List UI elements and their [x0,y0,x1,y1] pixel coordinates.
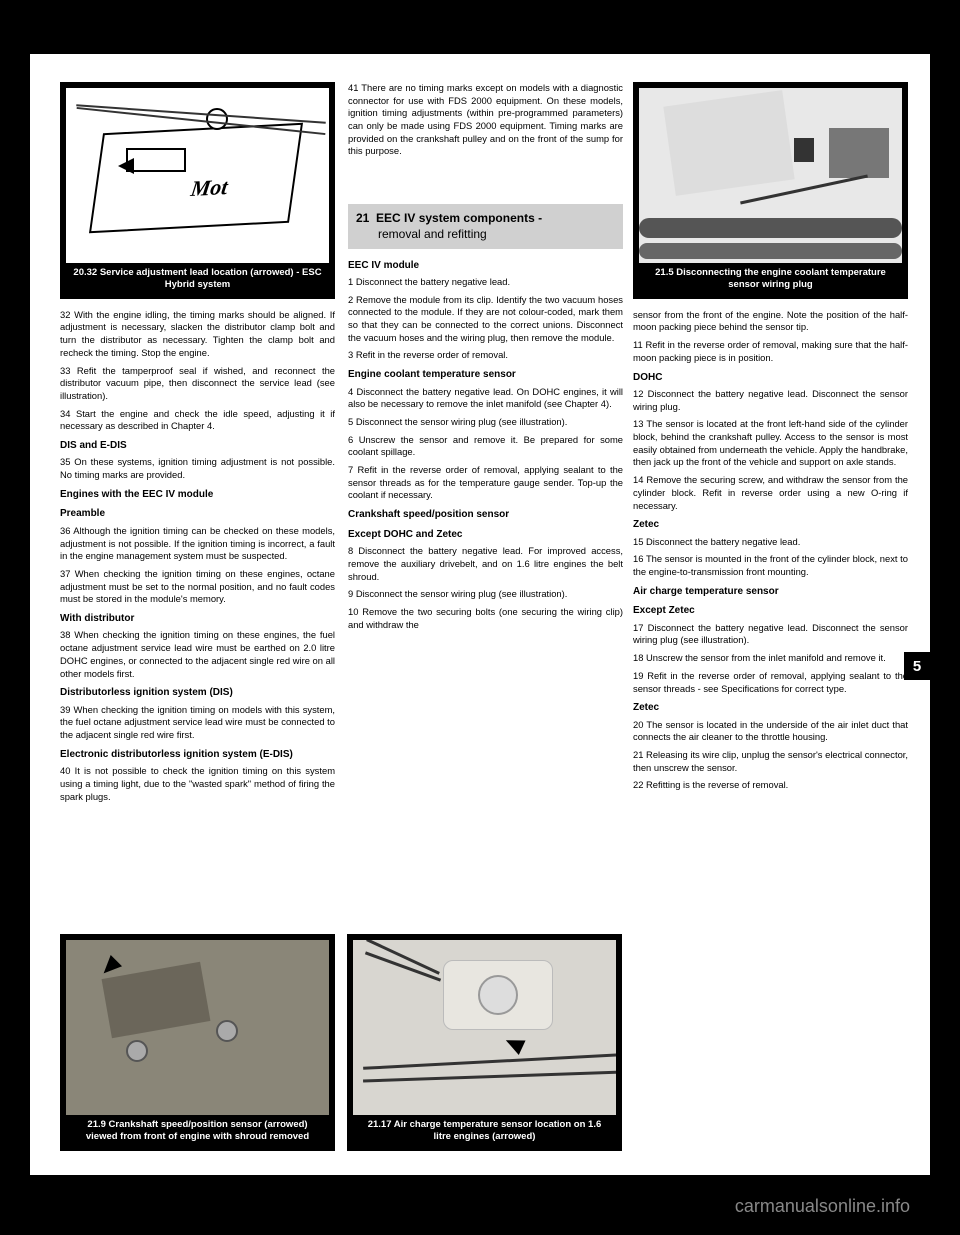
step-21-12: 12 Disconnect the battery negative lead.… [633,388,908,413]
subhead-except-dohc-zetec: Except DOHC and Zetec [348,528,623,542]
step-21-10b: sensor from the front of the engine. Not… [633,309,908,334]
column-1: Mot 20.32 Service adjustment lead locati… [60,82,335,808]
step-21-5: 5 Disconnect the sensor wiring plug (see… [348,416,623,429]
figure-21-9-image [66,940,329,1115]
step-21-13: 13 The sensor is located at the front le… [633,418,908,469]
subhead-dis: Distributorless ignition system (DIS) [60,686,335,700]
step-21-10: 10 Remove the two securing bolts (one se… [348,606,623,631]
subhead-zetec2: Zetec [633,701,908,715]
step-21-4: 4 Disconnect the battery negative lead. … [348,386,623,411]
step-20-33: 33 Refit the tamperproof seal if wished,… [60,365,335,403]
step-20-32: 32 With the engine idling, the timing ma… [60,309,335,360]
section-21-banner: 21 EEC IV system components - removal an… [348,204,623,248]
step-21-15: 15 Disconnect the battery negative lead. [633,536,908,549]
step-20-37: 37 When checking the ignition timing on … [60,568,335,606]
footer-watermark: carmanualsonline.info [735,1196,910,1217]
step-21-11: 11 Refit in the reverse order of removal… [633,339,908,364]
column-2: 41 There are no timing marks except on m… [348,82,623,636]
section-21-dash: - [535,211,542,225]
subhead-crank-sensor: Crankshaft speed/position sensor [348,508,623,522]
step-20-36: 36 Although the ignition timing can be c… [60,525,335,563]
subhead-coolant-sensor: Engine coolant temperature sensor [348,368,623,382]
section-21-title2: removal and refitting [356,227,487,241]
figure-21-9-caption: 21.9 Crankshaft speed/position sensor (a… [66,1115,329,1145]
figure-21-5: 21.5 Disconnecting the engine coolant te… [633,82,908,299]
step-21-18: 18 Unscrew the sensor from the inlet man… [633,652,908,665]
step-20-34: 34 Start the engine and check the idle s… [60,408,335,433]
figure-21-5-caption: 21.5 Disconnecting the engine coolant te… [639,263,902,293]
step-20-40: 40 It is not possible to check the ignit… [60,765,335,803]
step-21-20: 20 The sensor is located in the undersid… [633,719,908,744]
step-21-16: 16 The sensor is mounted in the front of… [633,553,908,578]
subhead-edis: Electronic distributorless ignition syst… [60,748,335,762]
step-21-8: 8 Disconnect the battery negative lead. … [348,545,623,583]
step-21-9: 9 Disconnect the sensor wiring plug (see… [348,588,623,601]
figure-21-5-image [639,88,902,263]
step-21-19: 19 Refit in the reverse order of removal… [633,670,908,695]
step-20-39: 39 When checking the ignition timing on … [60,704,335,742]
subhead-eec-iv-title: Engines with the EEC IV module [60,488,335,502]
subhead-except-zetec: Except Zetec [633,604,908,618]
subhead-eec-iv-module: EEC IV module [348,259,623,273]
figure-21-9: 21.9 Crankshaft speed/position sensor (a… [60,934,335,1151]
figure-20-32-caption: 20.32 Service adjustment lead location (… [66,263,329,293]
subhead-with-distributor: With distributor [60,612,335,626]
step-20-38: 38 When checking the ignition timing on … [60,629,335,680]
bottom-figures-row: 21.9 Crankshaft speed/position sensor (a… [60,934,900,1151]
section-21-num: 21 [356,211,369,225]
subhead-zetec: Zetec [633,518,908,532]
step-21-17: 17 Disconnect the battery negative lead.… [633,622,908,647]
column-3: 21.5 Disconnecting the engine coolant te… [633,82,908,797]
step-21-3: 3 Refit in the reverse order of removal. [348,349,623,362]
subhead-dohc: DOHC [633,371,908,385]
figure-20-32-image: Mot [66,88,329,263]
figure-21-17-caption: 21.17 Air charge temperature sensor loca… [353,1115,616,1145]
step-21-1: 1 Disconnect the battery negative lead. [348,276,623,289]
subhead-air-charge: Air charge temperature sensor [633,585,908,599]
figure-21-17-image [353,940,616,1115]
step-20-35: 35 On these systems, ignition timing adj… [60,456,335,481]
figure-20-32: Mot 20.32 Service adjustment lead locati… [60,82,335,299]
figure-21-17: 21.17 Air charge temperature sensor loca… [347,934,622,1151]
step-21-14: 14 Remove the securing screw, and withdr… [633,474,908,512]
subhead-dis-edis: DIS and E-DIS [60,439,335,453]
step-21-22: 22 Refitting is the reverse of removal. [633,779,908,792]
page-tab: 5 [904,652,930,680]
step-21-7: 7 Refit in the reverse order of removal,… [348,464,623,502]
step-21-21: 21 Releasing its wire clip, unplug the s… [633,749,908,774]
section-21-title1: EEC IV system components [376,211,535,225]
step-21-2: 2 Remove the module from its clip. Ident… [348,294,623,345]
subhead-preamble: Preamble [60,507,335,521]
step-21-6: 6 Unscrew the sensor and remove it. Be p… [348,434,623,459]
step-20-41: 41 There are no timing marks except on m… [348,82,623,158]
